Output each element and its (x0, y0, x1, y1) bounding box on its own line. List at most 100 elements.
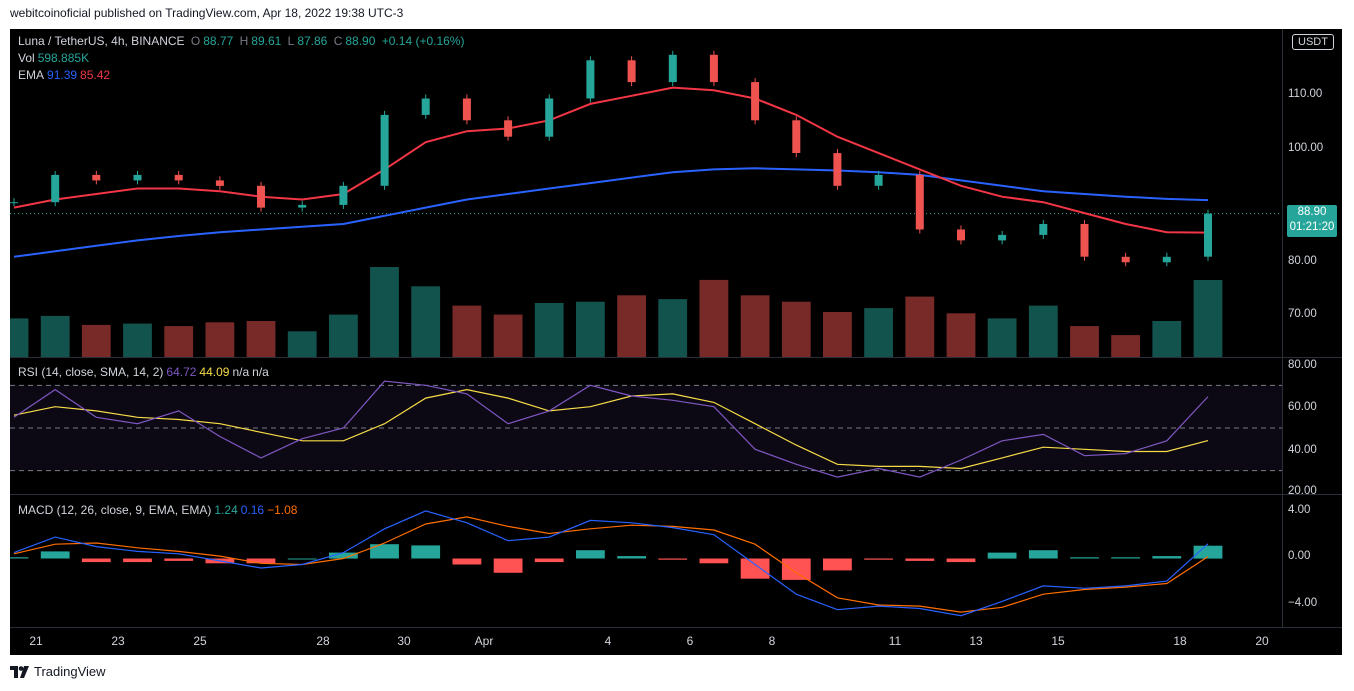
macd-histogram-bar (740, 558, 770, 579)
tradingview-wordmark: TradingView (34, 664, 106, 679)
macd-histogram-bar (1028, 550, 1058, 559)
macd-histogram-bar (658, 558, 688, 560)
macd-histogram-bar (370, 544, 399, 559)
candle (586, 60, 595, 99)
high-value: 89.61 (251, 34, 282, 48)
volume-bar (864, 308, 893, 357)
volume-bar (740, 295, 770, 357)
tradingview-icon (10, 665, 29, 678)
macd-tick: 4.00 (1288, 504, 1311, 516)
rsi-label[interactable]: RSI (14, close, SMA, 14, 2) (18, 365, 164, 379)
time-tick: 25 (193, 634, 207, 648)
volume-bar (617, 295, 646, 357)
rsi-band-fill (10, 385, 1282, 471)
candle (545, 98, 554, 137)
time-tick: Apr (474, 634, 494, 648)
candle (792, 120, 801, 153)
rsi-upper-band: n/a (232, 365, 250, 379)
rsi-tick: 80.00 (1288, 359, 1317, 371)
currency-button[interactable]: USDT (1292, 34, 1334, 50)
volume-bar (452, 305, 482, 357)
volume-bar (370, 267, 399, 357)
macd-signal-value: −1.08 (267, 503, 298, 517)
macd-histogram-bar (905, 558, 935, 561)
symbol-label[interactable]: Luna / TetherUS, 4h, BINANCE (18, 34, 185, 48)
candle (709, 54, 718, 83)
volume-label[interactable]: Vol (18, 51, 35, 65)
candle (92, 174, 101, 181)
candle (133, 174, 142, 181)
volume-bar (1193, 280, 1223, 357)
volume-bar (10, 318, 29, 357)
macd-histogram-bar (411, 545, 441, 559)
price-tick: 100.00 (1288, 142, 1324, 154)
volume-bar (905, 296, 935, 357)
macd-histogram-bar (864, 558, 893, 560)
volume-bar (946, 313, 976, 357)
candle (998, 234, 1007, 241)
pane-separator[interactable] (10, 357, 1342, 358)
time-tick: 4 (604, 634, 612, 648)
ema-fast-value: 85.42 (80, 68, 111, 82)
volume-bar (699, 279, 729, 357)
volume-bar (205, 322, 235, 357)
volume-bar (287, 331, 317, 357)
macd-histogram-bar (164, 558, 194, 561)
volume-bar (576, 301, 605, 357)
candle (298, 204, 307, 208)
volume-bar (329, 314, 358, 357)
rsi-value: 64.72 (166, 365, 197, 379)
macd-histogram-bar (40, 551, 70, 559)
volume-bar (987, 318, 1017, 357)
price-axis-separator (1282, 29, 1283, 627)
time-tick: 18 (1173, 634, 1187, 648)
candle (957, 229, 965, 241)
open-value: 88.77 (203, 34, 234, 48)
candle (339, 185, 348, 205)
macd-histogram-bar (781, 558, 811, 580)
candle (668, 54, 677, 83)
volume-bar (1111, 335, 1140, 357)
rsi-ma-value: 44.09 (199, 365, 230, 379)
candle (833, 153, 842, 186)
change-value: +0.14 (+0.16%) (381, 34, 465, 48)
volume-bar (493, 314, 523, 357)
volume-legend: Vol 598.885K (18, 51, 92, 65)
pane-separator[interactable] (10, 494, 1342, 495)
time-tick: 28 (316, 634, 330, 648)
macd-histogram-bar (1070, 557, 1099, 559)
tradingview-logo[interactable]: TradingView (10, 664, 106, 679)
macd-histogram-bar (123, 558, 152, 563)
macd-histogram-bar (1111, 557, 1140, 559)
candle (1162, 256, 1171, 263)
volume-bar (781, 301, 811, 357)
macd-histogram-bar (534, 558, 564, 563)
candle (10, 202, 18, 204)
chart-frame[interactable]: Luna / TetherUS, 4h, BINANCE O 88.77 H 89.… (10, 29, 1342, 655)
macd-histogram-bar (1152, 556, 1182, 559)
volume-bar (246, 321, 276, 357)
ema-label[interactable]: EMA (18, 68, 45, 82)
rsi-line (13, 380, 1209, 478)
macd-histogram-bar (246, 558, 276, 564)
last-price-tag: 88.90 01:21:20 (1287, 205, 1337, 237)
candle (751, 82, 760, 121)
macd-histogram-value: 1.24 (214, 503, 238, 517)
macd-histogram-bar (987, 552, 1017, 559)
volume-bar (658, 299, 688, 357)
volume-bar (1028, 305, 1058, 357)
candle (874, 174, 883, 186)
high-label: H (239, 34, 249, 48)
chart-canvas[interactable] (10, 29, 1342, 655)
candle (1121, 256, 1130, 263)
price-legend: Luna / TetherUS, 4h, BINANCE O 88.77 H 89.… (18, 34, 467, 48)
candle (1039, 224, 1048, 235)
time-tick: 8 (768, 634, 776, 648)
macd-histogram-bar (699, 558, 729, 564)
rsi-lower-band: n/a (252, 365, 269, 379)
close-label: C (333, 34, 343, 48)
macd-histogram-bar (946, 558, 976, 563)
macd-label[interactable]: MACD (12, 26, close, 9, EMA, EMA) (18, 503, 212, 517)
bar-countdown: 01:21:20 (1289, 221, 1335, 233)
candle (380, 114, 389, 186)
